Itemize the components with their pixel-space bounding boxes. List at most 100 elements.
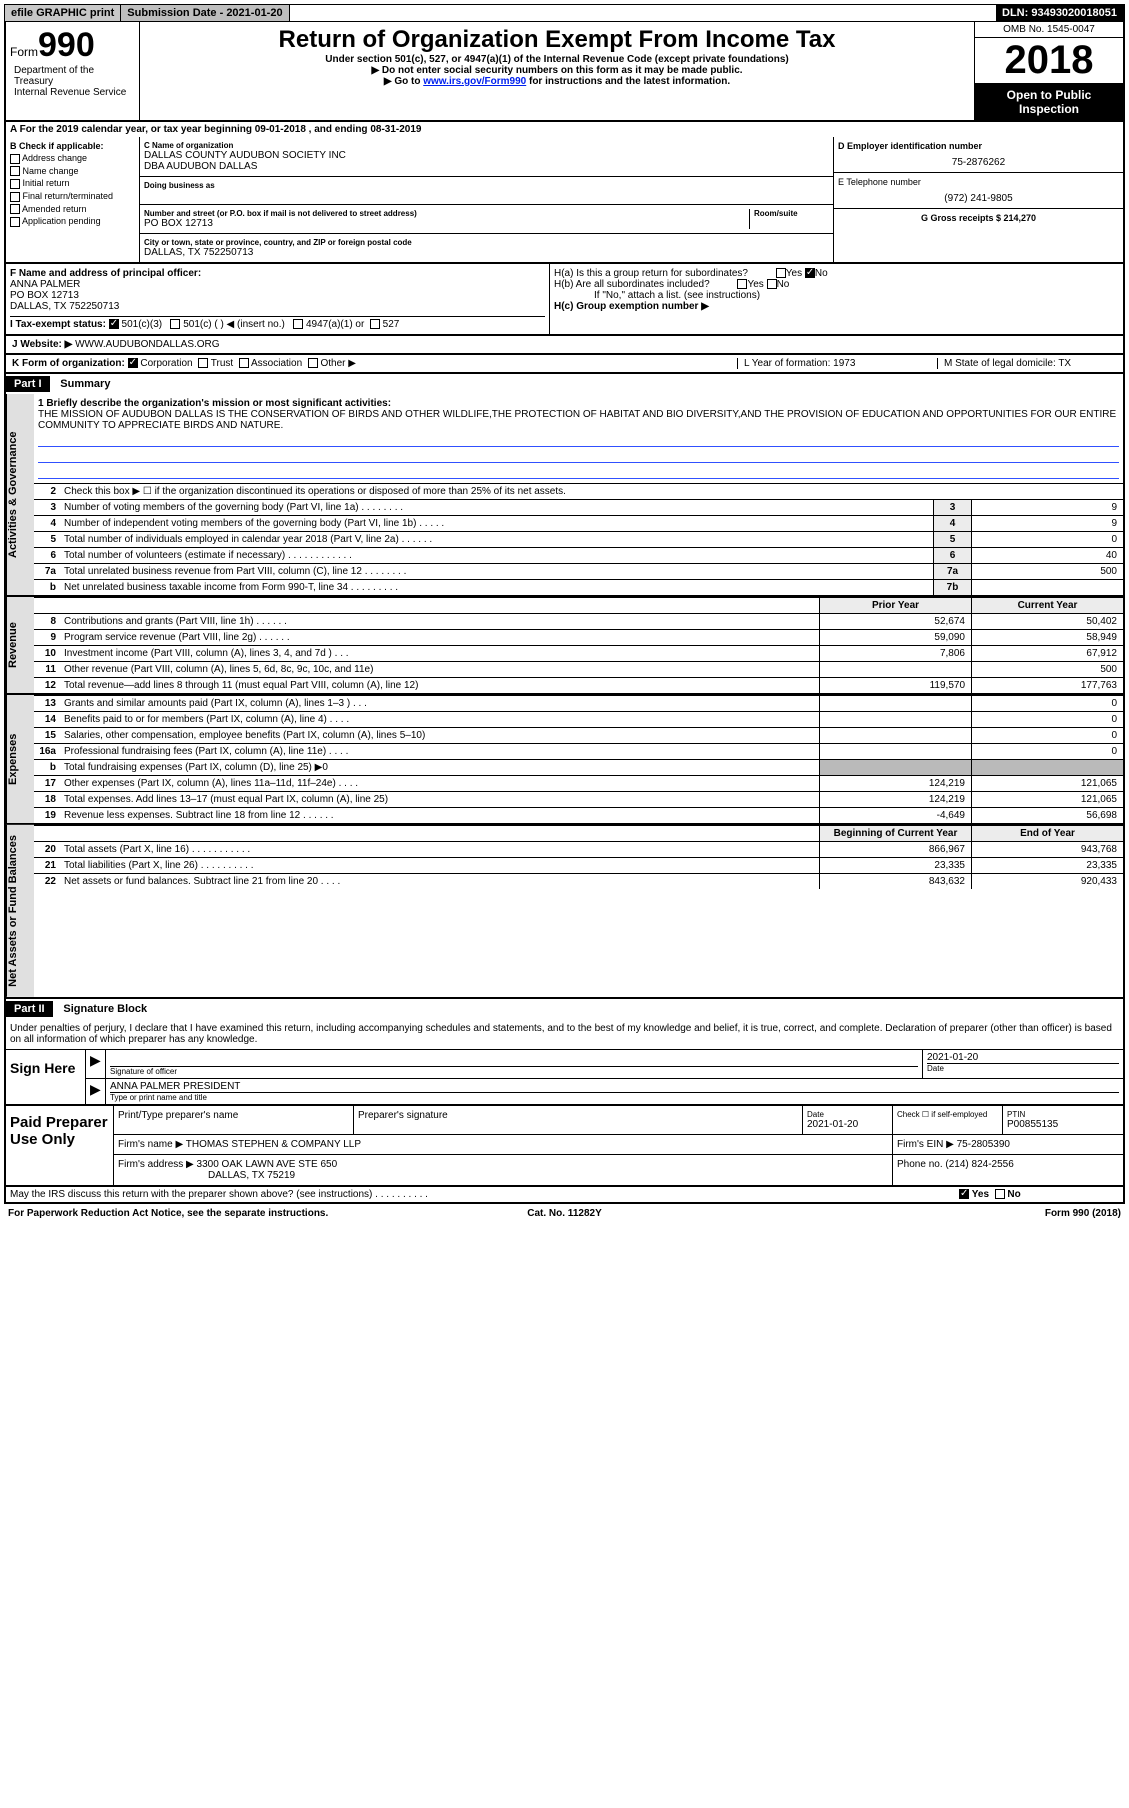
row-f-h: F Name and address of principal officer:…	[4, 264, 1125, 336]
form-ref: Form 990 (2018)	[750, 1208, 1121, 1219]
firm-addr-label: Firm's address ▶	[118, 1159, 194, 1170]
chk-ha-no[interactable]	[805, 268, 815, 278]
sig-name-value: ANNA PALMER PRESIDENT	[110, 1081, 1119, 1092]
ptin-value: P00855135	[1007, 1119, 1119, 1130]
chk-address-change[interactable]: Address change	[10, 153, 135, 164]
chk-application-pending[interactable]: Application pending	[10, 216, 135, 227]
sig-name-label: Type or print name and title	[110, 1092, 1119, 1102]
chk-discuss-no[interactable]	[995, 1189, 1005, 1199]
governance-row: 2Check this box ▶ ☐ if the organization …	[34, 483, 1123, 499]
cat-no: Cat. No. 11282Y	[379, 1208, 750, 1219]
mission-text: THE MISSION OF AUDUBON DALLAS IS THE CON…	[38, 409, 1119, 431]
firm-name-value: THOMAS STEPHEN & COMPANY LLP	[186, 1139, 361, 1150]
tax-year: 2018	[975, 38, 1123, 84]
c-name-label: C Name of organization	[144, 141, 829, 150]
efile-print-button[interactable]: efile GRAPHIC print	[5, 5, 121, 21]
chk-501c[interactable]	[170, 319, 180, 329]
chk-ha-yes[interactable]	[776, 268, 786, 278]
chk-association[interactable]	[239, 358, 249, 368]
prior-year-header: Prior Year	[819, 598, 971, 613]
netassets-section: Net Assets or Fund Balances Beginning of…	[4, 825, 1125, 999]
paid-preparer-block: Paid Preparer Use Only Print/Type prepar…	[4, 1106, 1125, 1187]
subtitle-1: Under section 501(c), 527, or 4947(a)(1)…	[144, 54, 970, 65]
org-name-1: DALLAS COUNTY AUDUBON SOCIETY INC	[144, 150, 829, 161]
firm-addr1: 3300 OAK LAWN AVE STE 650	[197, 1159, 338, 1170]
dept-treasury: Department of the Treasury	[10, 65, 135, 87]
chk-527[interactable]	[370, 319, 380, 329]
mission-label: 1 Briefly describe the organization's mi…	[38, 398, 1119, 409]
chk-discuss-yes[interactable]	[959, 1189, 969, 1199]
ptin-label: PTIN	[1007, 1110, 1119, 1119]
part-i-header: Part I	[6, 376, 50, 392]
officer-addr1: PO BOX 12713	[10, 290, 545, 301]
irs-link[interactable]: www.irs.gov/Form990	[423, 76, 526, 87]
org-name-2: DBA AUDUBON DALLAS	[144, 161, 829, 172]
side-netassets: Net Assets or Fund Balances	[6, 825, 34, 997]
sig-officer-label: Signature of officer	[110, 1066, 918, 1076]
form-990-page: efile GRAPHIC print Submission Date - 20…	[0, 0, 1129, 1227]
officer-name: ANNA PALMER	[10, 279, 545, 290]
chk-final-return[interactable]: Final return/terminated	[10, 191, 135, 202]
dln: DLN: 93493020018051	[996, 5, 1124, 21]
chk-hb-yes[interactable]	[737, 279, 747, 289]
chk-hb-no[interactable]	[767, 279, 777, 289]
row-j-website: J Website: ▶ WWW.AUDUBONDALLAS.ORG	[4, 336, 1125, 355]
chk-initial-return[interactable]: Initial return	[10, 178, 135, 189]
e-phone-label: E Telephone number	[838, 177, 1119, 187]
chk-trust[interactable]	[198, 358, 208, 368]
governance-row: 4Number of independent voting members of…	[34, 515, 1123, 531]
phone-value: (972) 241-9805	[838, 187, 1119, 204]
summary-row: 18Total expenses. Add lines 13–17 (must …	[34, 791, 1123, 807]
title-box: Return of Organization Exempt From Incom…	[140, 22, 975, 120]
sign-here-label: Sign Here	[6, 1050, 86, 1104]
arrow-icon: ▶	[90, 1081, 101, 1097]
prep-self-employed[interactable]: Check ☐ if self-employed	[893, 1106, 1003, 1134]
sig-date-value: 2021-01-20	[927, 1052, 1119, 1063]
l-year-formation: L Year of formation: 1973	[737, 358, 937, 369]
part-ii-title: Signature Block	[63, 1003, 147, 1015]
b-label: B Check if applicable:	[10, 141, 135, 151]
governance-row: 7aTotal unrelated business revenue from …	[34, 563, 1123, 579]
h-group-return: H(a) Is this a group return for subordin…	[550, 264, 1123, 334]
summary-row: 8Contributions and grants (Part VIII, li…	[34, 613, 1123, 629]
governance-row: 3Number of voting members of the governi…	[34, 499, 1123, 515]
chk-corporation[interactable]	[128, 358, 138, 368]
summary-row: 20Total assets (Part X, line 16) . . . .…	[34, 841, 1123, 857]
firm-phone-value: (214) 824-2556	[945, 1159, 1013, 1170]
row-a-tax-year: A For the 2019 calendar year, or tax yea…	[4, 122, 1125, 137]
chk-501c3[interactable]	[109, 319, 119, 329]
firm-ein-label: Firm's EIN ▶	[897, 1139, 954, 1150]
ein-value: 75-2876262	[838, 151, 1119, 168]
chk-other[interactable]	[308, 358, 318, 368]
chk-name-change[interactable]: Name change	[10, 166, 135, 177]
officer-addr2: DALLAS, TX 752250713	[10, 301, 545, 312]
chk-4947[interactable]	[293, 319, 303, 329]
main-title: Return of Organization Exempt From Incom…	[144, 26, 970, 54]
form-number-box: Form990 Department of the Treasury Inter…	[6, 22, 140, 120]
summary-row: 21Total liabilities (Part X, line 26) . …	[34, 857, 1123, 873]
end-year-header: End of Year	[971, 826, 1123, 841]
summary-row: 14Benefits paid to or for members (Part …	[34, 711, 1123, 727]
side-governance: Activities & Governance	[6, 394, 34, 595]
summary-row: 19Revenue less expenses. Subtract line 1…	[34, 807, 1123, 823]
summary-row: 17Other expenses (Part IX, column (A), l…	[34, 775, 1123, 791]
website-value: WWW.AUDUBONDALLAS.ORG	[75, 339, 219, 350]
omb-number: OMB No. 1545-0047	[975, 22, 1123, 38]
chk-amended-return[interactable]: Amended return	[10, 204, 135, 215]
open-inspection: Open to PublicInspection	[975, 84, 1123, 120]
paid-preparer-label: Paid Preparer Use Only	[6, 1106, 114, 1185]
irs-label: Internal Revenue Service	[10, 87, 135, 102]
summary-row: 10Investment income (Part VIII, column (…	[34, 645, 1123, 661]
f-officer: F Name and address of principal officer:…	[6, 264, 550, 334]
governance-row: 5Total number of individuals employed in…	[34, 531, 1123, 547]
org-city: DALLAS, TX 752250713	[144, 247, 829, 258]
g-gross-receipts: G Gross receipts $ 214,270	[838, 213, 1119, 223]
governance-section: Activities & Governance 1 Briefly descri…	[4, 394, 1125, 597]
summary-row: 13Grants and similar amounts paid (Part …	[34, 695, 1123, 711]
firm-name-label: Firm's name ▶	[118, 1139, 183, 1150]
org-address: PO BOX 12713	[144, 218, 749, 229]
top-bar: efile GRAPHIC print Submission Date - 20…	[4, 4, 1125, 22]
discuss-row: May the IRS discuss this return with the…	[4, 1187, 1125, 1204]
summary-row: 12Total revenue—add lines 8 through 11 (…	[34, 677, 1123, 693]
expenses-section: Expenses 13Grants and similar amounts pa…	[4, 695, 1125, 825]
